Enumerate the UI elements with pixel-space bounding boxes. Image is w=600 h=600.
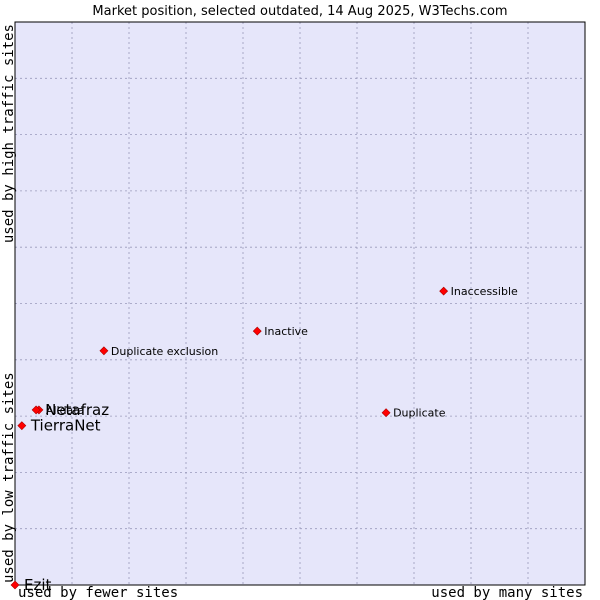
grid-lines (15, 22, 585, 585)
chart-title: Market position, selected outdated, 14 A… (92, 4, 507, 19)
point-label: Duplicate (393, 407, 446, 420)
data-point: Duplicate exclusion (99, 345, 218, 358)
point-marker (439, 286, 449, 296)
x-axis-label-right: used by many sites (431, 585, 583, 600)
plot-frame (14, 21, 586, 586)
point-marker (17, 421, 27, 431)
data-point: Ezit (10, 576, 52, 594)
data-point: Duplicate (381, 407, 446, 420)
data-point: Netafraz (31, 401, 109, 419)
point-marker (99, 346, 109, 356)
point-label: Inaccessible (451, 285, 518, 298)
point-label: TierraNet (30, 417, 101, 435)
data-point: TierraNet (17, 417, 101, 435)
data-point: Inaccessible (439, 285, 518, 298)
data-point: Inactive (252, 325, 308, 338)
y-axis-label-bottom: used by low traffic sites (1, 372, 17, 583)
point-label: Ezit (24, 576, 52, 594)
point-marker (381, 408, 391, 418)
point-label: Inactive (264, 325, 308, 338)
point-label: Netafraz (45, 401, 109, 419)
data-points: Inaccessible Inactive Duplicate exclusion D… (10, 285, 518, 594)
point-marker (10, 580, 20, 590)
x-axis-label-left: used by fewer sites (18, 585, 178, 600)
point-marker (252, 326, 262, 336)
point-marker (31, 405, 41, 415)
y-axis-label-top: used by high traffic sites (1, 24, 17, 243)
point-label: Duplicate exclusion (111, 345, 218, 358)
point-label: Alldata (46, 404, 84, 417)
